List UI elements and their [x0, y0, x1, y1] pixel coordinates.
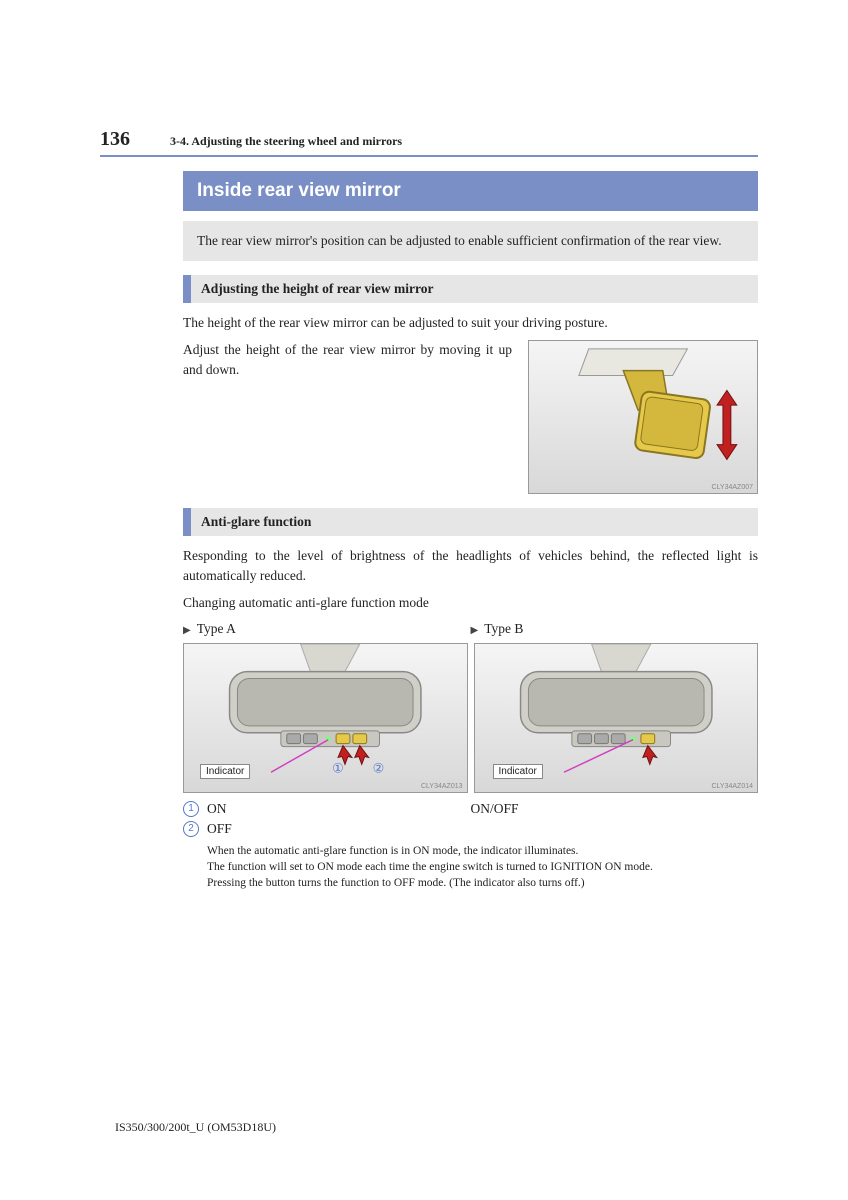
height-text-2: Adjust the height of the rear view mirro… [183, 340, 512, 494]
onoff-text: ON/OFF [471, 801, 519, 817]
note-1: When the automatic anti-glare function i… [207, 843, 758, 859]
section-breadcrumb: 3-4. Adjusting the steering wheel and mi… [170, 134, 402, 149]
svg-text:②: ② [373, 760, 385, 775]
off-text: OFF [207, 821, 232, 837]
circled-2-icon: 2 [183, 821, 199, 837]
triangle-bullet-icon: ▶ [471, 625, 479, 636]
page-footer: IS350/300/200t_U (OM53D18U) [115, 1120, 276, 1135]
subheading-height: Adjusting the height of rear view mirror [183, 275, 758, 303]
page-header: 136 3-4. Adjusting the steering wheel an… [100, 128, 758, 157]
label-on: 1 ON [183, 801, 471, 817]
figure-code: CLY34AZ007 [711, 484, 753, 491]
mirror-height-illustration [529, 341, 757, 493]
label-off: 2 OFF [183, 821, 471, 837]
indicator-label-b: Indicator [493, 764, 543, 779]
label-onoff: ON/OFF [471, 801, 759, 817]
figure-row: ① ② Indicator CLY34AZ013 [183, 643, 758, 793]
page-number: 136 [100, 128, 130, 151]
type-labels-row: ▶ Type A ▶ Type B [183, 621, 758, 637]
height-row: Adjust the height of the rear view mirro… [183, 340, 758, 494]
antiglare-text-1: Responding to the level of brightness of… [183, 546, 758, 585]
figure-code-b: CLY34AZ014 [711, 783, 753, 790]
triangle-bullet-icon: ▶ [183, 625, 191, 636]
indicator-label-a: Indicator [200, 764, 250, 779]
content-area: Inside rear view mirror The rear view mi… [115, 171, 758, 891]
type-a-text: Type A [197, 621, 236, 636]
note-2: The function will set to ON mode each ti… [207, 859, 758, 875]
figure-type-a: ① ② Indicator CLY34AZ013 [183, 643, 468, 793]
height-text-1: The height of the rear view mirror can b… [183, 313, 758, 333]
topic-title: Inside rear view mirror [183, 171, 758, 211]
fine-print: When the automatic anti-glare function i… [183, 843, 758, 891]
circled-1-icon: 1 [183, 801, 199, 817]
note-3: Pressing the button turns the function t… [207, 875, 758, 891]
intro-box: The rear view mirror's position can be a… [183, 221, 758, 261]
figure-type-b: Indicator CLY34AZ014 [474, 643, 759, 793]
on-text: ON [207, 801, 227, 817]
manual-page: 136 3-4. Adjusting the steering wheel an… [0, 0, 848, 951]
type-b-text: Type B [484, 621, 523, 636]
figure-code-a: CLY34AZ013 [421, 783, 463, 790]
subheading-antiglare: Anti-glare function [183, 508, 758, 536]
figure-mirror-height: CLY34AZ007 [528, 340, 758, 494]
antiglare-text-2: Changing automatic anti-glare function m… [183, 593, 758, 613]
red-arrow-icon [642, 745, 656, 764]
up-down-arrow-icon [717, 390, 737, 459]
svg-text:①: ① [332, 760, 344, 775]
label-row-2: 2 OFF [183, 821, 758, 837]
type-a-label: ▶ Type A [183, 621, 471, 637]
label-row-1: 1 ON ON/OFF [183, 801, 758, 817]
type-b-label: ▶ Type B [471, 621, 759, 637]
